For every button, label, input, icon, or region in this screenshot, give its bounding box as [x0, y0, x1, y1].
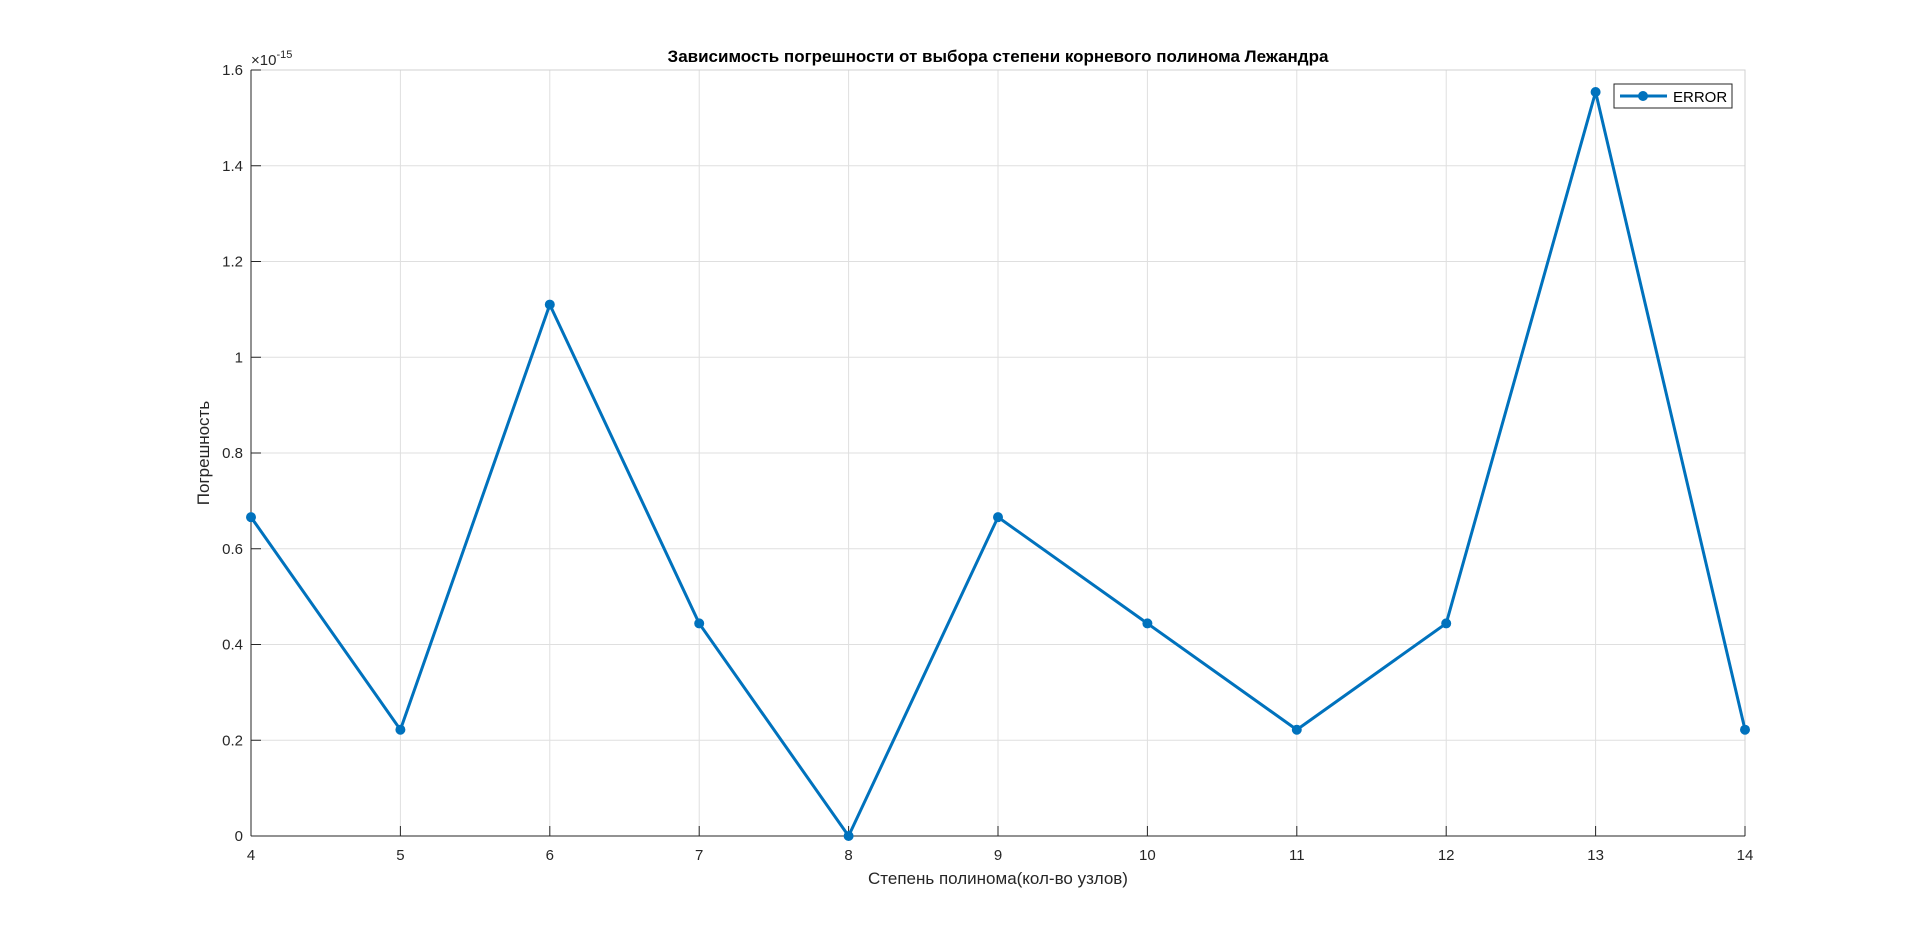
data-point — [1142, 618, 1153, 629]
y-tick-label: 1 — [235, 349, 243, 366]
data-point — [544, 299, 555, 310]
x-tick-label: 13 — [1587, 847, 1604, 864]
data-point — [843, 831, 854, 841]
legend-entry-label: ERROR — [1673, 89, 1727, 106]
x-tick-label: 8 — [844, 847, 852, 864]
data-point — [1291, 724, 1302, 735]
data-point — [1740, 724, 1750, 735]
data-point — [1590, 87, 1601, 98]
legend-marker-sample — [1638, 91, 1648, 101]
x-axis-label: Степень полинома(кол-во узлов) — [868, 869, 1128, 888]
x-tick-label: 7 — [695, 847, 703, 864]
y-axis-label: Погрешность — [194, 401, 213, 506]
data-point — [395, 724, 406, 735]
y-tick-label: 1.6 — [222, 62, 243, 79]
x-tick-label: 9 — [994, 847, 1002, 864]
chart-title: Зависимость погрешности от выбора степен… — [668, 47, 1329, 66]
y-tick-label: 1.2 — [222, 254, 243, 271]
y-tick-label: 0.2 — [222, 732, 243, 749]
y-tick-label: 1.4 — [222, 158, 243, 175]
data-point — [1441, 618, 1452, 629]
x-tick-label: 5 — [396, 847, 404, 864]
x-tick-label: 10 — [1139, 847, 1156, 864]
legend[interactable]: ERROR — [1613, 83, 1733, 109]
y-exponent-power: -15 — [276, 49, 292, 61]
y-tick-labels: 0 0.2 0.4 0.6 0.8 1 1.2 1.4 1.6 — [222, 62, 243, 845]
x-tick-label: 11 — [1289, 847, 1305, 864]
data-point — [694, 618, 705, 629]
y-tick-label: 0.4 — [222, 637, 243, 654]
data-point — [993, 512, 1003, 523]
x-tick-label: 14 — [1737, 847, 1754, 864]
y-exponent-base: ×10 — [251, 52, 276, 69]
x-tick-labels: 4 5 6 7 8 9 10 11 12 13 14 — [247, 847, 1754, 864]
series-layer — [246, 87, 1750, 841]
x-tick-label: 6 — [546, 847, 554, 864]
data-point — [246, 512, 256, 523]
y-tick-label: 0 — [235, 828, 243, 845]
y-exponent-multiplier: ×10-15 — [251, 49, 292, 69]
y-tick-label: 0.8 — [222, 445, 243, 462]
y-tick-label: 0.6 — [222, 541, 243, 558]
x-tick-label: 4 — [247, 847, 255, 864]
x-tick-label: 12 — [1438, 847, 1455, 864]
